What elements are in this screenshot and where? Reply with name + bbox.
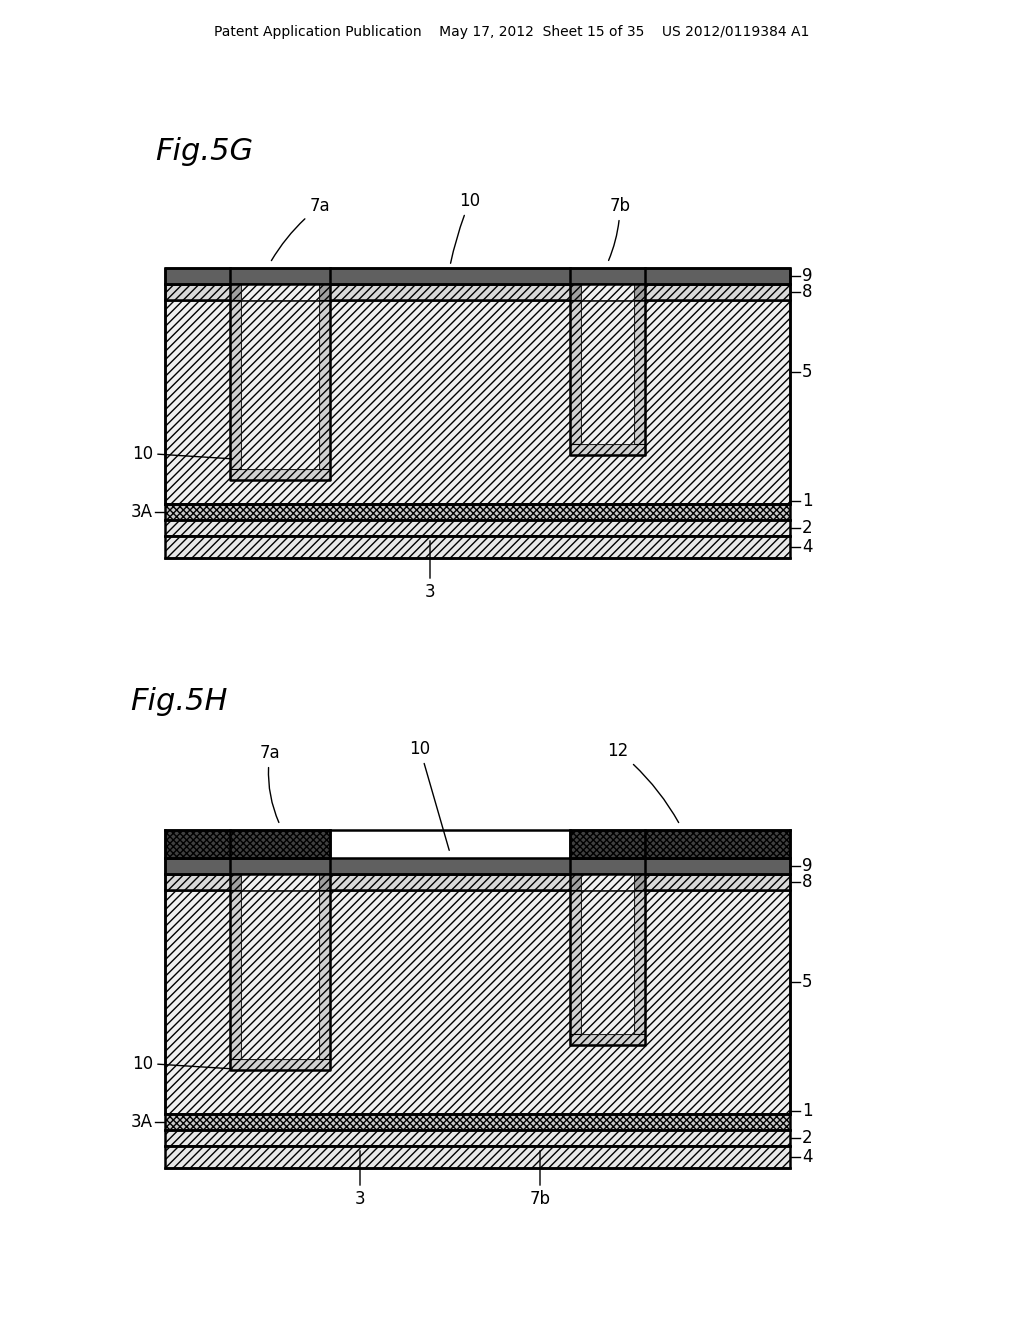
Text: 10: 10: [410, 741, 450, 850]
Bar: [165, 268, 790, 284]
Text: 8: 8: [802, 282, 812, 301]
Bar: [319, 300, 330, 480]
Text: 2: 2: [802, 1129, 813, 1147]
Bar: [319, 284, 330, 300]
Bar: [570, 874, 581, 890]
Text: 7a: 7a: [271, 197, 331, 260]
Bar: [165, 284, 790, 300]
Bar: [581, 874, 634, 890]
Bar: [581, 300, 634, 444]
Bar: [570, 1034, 645, 1045]
Bar: [570, 444, 645, 455]
Bar: [570, 890, 645, 1045]
Bar: [230, 1059, 330, 1071]
Bar: [165, 1146, 790, 1168]
Bar: [230, 284, 241, 300]
Text: 1: 1: [802, 1102, 813, 1119]
Bar: [241, 284, 319, 300]
Bar: [165, 874, 790, 890]
Text: 7b: 7b: [529, 1191, 551, 1208]
Text: 3: 3: [354, 1191, 366, 1208]
Bar: [634, 284, 645, 300]
Text: 3: 3: [425, 583, 435, 601]
Bar: [165, 536, 790, 558]
Bar: [634, 890, 645, 1045]
Bar: [570, 300, 645, 455]
Bar: [230, 874, 241, 890]
Text: 12: 12: [607, 742, 679, 822]
Text: 4: 4: [802, 539, 812, 556]
Bar: [241, 300, 319, 469]
Bar: [165, 300, 790, 504]
Text: 4: 4: [802, 1148, 812, 1166]
Text: 7b: 7b: [608, 197, 631, 260]
Bar: [230, 469, 330, 480]
Text: 2: 2: [802, 519, 813, 537]
Bar: [241, 890, 319, 1059]
Text: 10: 10: [132, 1055, 153, 1073]
Bar: [165, 520, 790, 536]
Bar: [570, 300, 581, 455]
Text: 1: 1: [802, 492, 813, 510]
Text: 10: 10: [132, 445, 153, 463]
Text: Patent Application Publication    May 17, 2012  Sheet 15 of 35    US 2012/011938: Patent Application Publication May 17, 2…: [214, 25, 810, 40]
Text: 9: 9: [802, 267, 812, 285]
Text: 3A: 3A: [131, 503, 153, 521]
Bar: [570, 284, 581, 300]
Bar: [165, 504, 790, 520]
Text: 7a: 7a: [260, 744, 281, 822]
Bar: [319, 874, 330, 890]
Text: 10: 10: [451, 191, 480, 263]
Text: 5: 5: [802, 363, 812, 381]
Bar: [634, 300, 645, 455]
Text: 3A: 3A: [131, 1113, 153, 1131]
Bar: [165, 890, 790, 1114]
Bar: [165, 830, 330, 858]
Bar: [319, 890, 330, 1071]
Bar: [570, 890, 581, 1045]
Bar: [165, 1130, 790, 1146]
Bar: [230, 300, 330, 480]
Bar: [165, 1114, 790, 1130]
Bar: [634, 874, 645, 890]
Text: 9: 9: [802, 857, 812, 875]
Bar: [230, 890, 241, 1071]
Bar: [581, 890, 634, 1034]
Text: 8: 8: [802, 873, 812, 891]
Bar: [230, 300, 241, 480]
Bar: [165, 858, 790, 874]
Text: Fig.5H: Fig.5H: [130, 688, 227, 717]
Bar: [241, 874, 319, 890]
Bar: [581, 284, 634, 300]
Bar: [570, 830, 790, 858]
Text: Fig.5G: Fig.5G: [155, 137, 253, 166]
Text: 5: 5: [802, 973, 812, 991]
Bar: [230, 890, 330, 1071]
